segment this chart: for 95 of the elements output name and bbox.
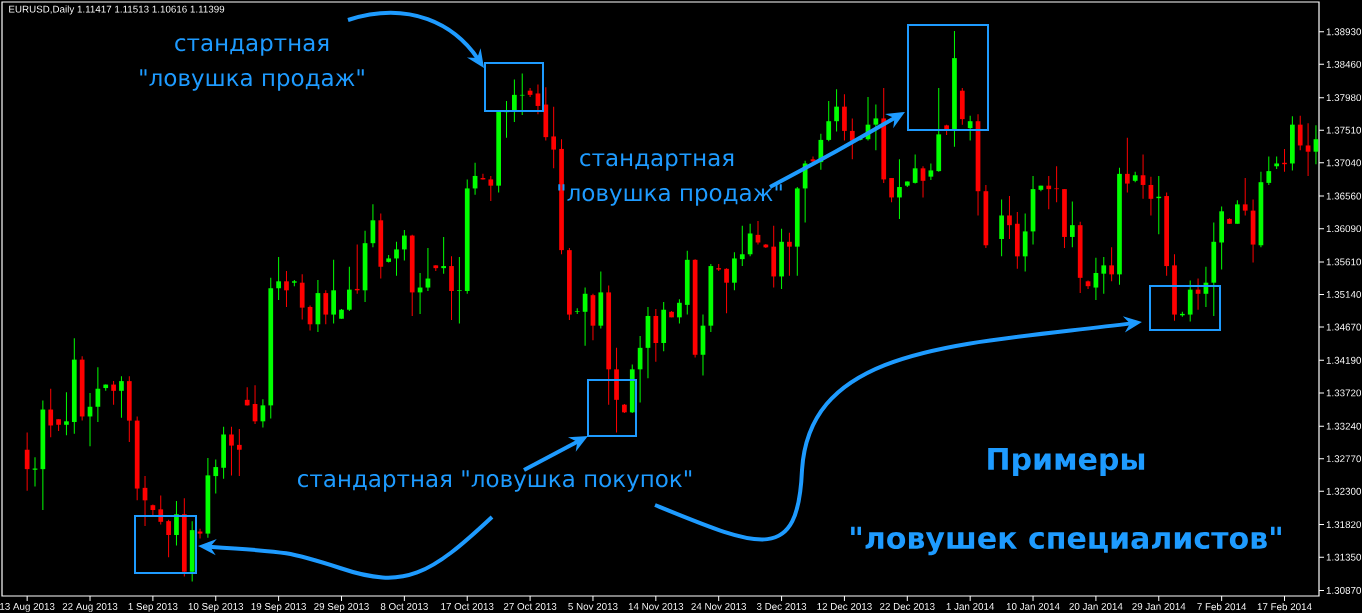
y-tick-label: 1.38460 <box>1326 60 1362 68</box>
candlestick <box>512 79 517 123</box>
candlestick <box>999 199 1004 257</box>
candlestick <box>402 229 407 262</box>
x-tick-label: 7 Feb 2014 <box>1197 602 1247 611</box>
y-tick-label: 1.36560 <box>1326 192 1362 200</box>
x-tick-label: 17 Oct 2013 <box>441 602 494 610</box>
y-tick-label: 1.34190 <box>1326 356 1362 364</box>
candlestick <box>551 106 557 169</box>
candlestick <box>787 232 792 277</box>
x-tick-label: 24 Nov 2013 <box>691 602 747 610</box>
chart-title: EURUSD,Daily 1.11417 1.11513 1.10616 1.11399 <box>9 5 225 15</box>
candlestick <box>1305 122 1311 177</box>
candlestick <box>346 266 352 312</box>
candlestick <box>1007 195 1012 240</box>
y-tick-label: 1.37040 <box>1326 159 1362 167</box>
y-tick-label: 1.37980 <box>1326 94 1362 102</box>
annotation: "ловушка продаж" <box>140 69 364 91</box>
annotation: Примеры <box>988 447 1145 477</box>
candlestick <box>213 458 219 494</box>
x-tick-label: 10 Jan 2014 <box>1006 602 1060 610</box>
candlestick <box>1235 199 1240 225</box>
candlestick <box>834 88 839 133</box>
y-tick-label: 1.35610 <box>1326 258 1362 266</box>
candlestick <box>1046 175 1052 210</box>
y-tick-label: 1.33720 <box>1326 389 1362 397</box>
candlestick <box>739 225 745 267</box>
x-tick-label: 19 Sep 2013 <box>251 602 306 612</box>
candlestick <box>488 175 494 202</box>
candlestick <box>284 270 289 308</box>
candlestick <box>967 115 973 142</box>
candlestick <box>236 428 242 477</box>
candlestick <box>912 153 918 185</box>
candlestick <box>1054 165 1059 203</box>
candlestick <box>119 375 124 419</box>
candlestick <box>1124 137 1130 194</box>
x-tick-label: 10 Sep 2013 <box>188 602 244 612</box>
candlestick <box>1101 256 1107 295</box>
y-tick-label: 1.32300 <box>1326 487 1362 495</box>
y-tick-label: 1.32770 <box>1326 455 1362 463</box>
x-tick-label: 14 Nov 2013 <box>628 602 684 610</box>
x-tick-label: 8 Oct 2013 <box>380 602 428 610</box>
y-tick-label: 1.34670 <box>1326 323 1362 331</box>
y-tick-label: 1.30870 <box>1326 586 1362 594</box>
y-tick-label: 1.31350 <box>1326 553 1362 561</box>
y-tick-label: 1.33240 <box>1326 422 1362 430</box>
x-tick-label: 1 Sep 2013 <box>128 602 178 612</box>
candlestick <box>928 162 934 181</box>
candlestick <box>724 267 729 314</box>
candlestick <box>457 256 462 325</box>
x-tick-label: 3 Dec 2013 <box>756 602 807 610</box>
x-tick-label: 5 Nov 2013 <box>568 602 618 610</box>
candlestick <box>323 289 329 325</box>
x-tick-label: 29 Jan 2014 <box>1132 602 1186 610</box>
candlestick <box>1266 156 1272 186</box>
y-tick-label: 1.31820 <box>1326 521 1362 529</box>
x-tick-label: 27 Oct 2013 <box>503 602 557 610</box>
x-tick-label: 22 Aug 2013 <box>62 602 118 612</box>
candlestick <box>1297 115 1303 151</box>
candlestick <box>111 380 116 406</box>
y-tick-label: 1.38930 <box>1326 28 1362 36</box>
x-tick-label: 22 Dec 2013 <box>880 602 935 610</box>
x-tick-label: 17 Feb 2014 <box>1257 602 1312 611</box>
y-tick-label: 1.37510 <box>1326 126 1362 134</box>
candlestick <box>174 500 179 546</box>
candlestick <box>889 177 894 203</box>
x-tick-label: 1 Jan 2014 <box>946 602 995 610</box>
candlestick <box>849 117 855 160</box>
candlestick <box>32 456 38 487</box>
candlestick <box>897 158 902 220</box>
annotation: стандартная <box>175 38 329 56</box>
candlestick <box>1242 177 1248 216</box>
y-tick-label: 1.36090 <box>1326 225 1362 233</box>
candlestick <box>1069 201 1075 248</box>
candlestick <box>64 391 69 436</box>
candlestick <box>1109 246 1114 282</box>
candlestick <box>677 298 682 325</box>
annotation: "ловушек специалистов" <box>851 526 1281 556</box>
candlestick <box>166 519 171 558</box>
candlestick <box>826 100 832 142</box>
y-tick-label: 1.35140 <box>1326 291 1362 298</box>
candlestick <box>24 431 30 492</box>
x-tick-label: 13 Aug 2013 <box>0 602 55 612</box>
candlestick <box>441 236 447 275</box>
candlestick <box>873 104 879 151</box>
x-tick-label: 20 Jan 2014 <box>1069 602 1123 610</box>
annotation: стандартная <box>580 153 734 171</box>
x-tick-label: 12 Dec 2013 <box>817 602 872 610</box>
candlestick <box>394 241 399 277</box>
candlestick <box>519 72 525 116</box>
candlestick <box>276 256 281 301</box>
annotation: стандартная "ловушка покупок" <box>298 470 692 492</box>
candlestick <box>48 388 54 438</box>
x-tick-label: 29 Sep 2013 <box>314 602 369 612</box>
candlestick <box>229 426 234 476</box>
